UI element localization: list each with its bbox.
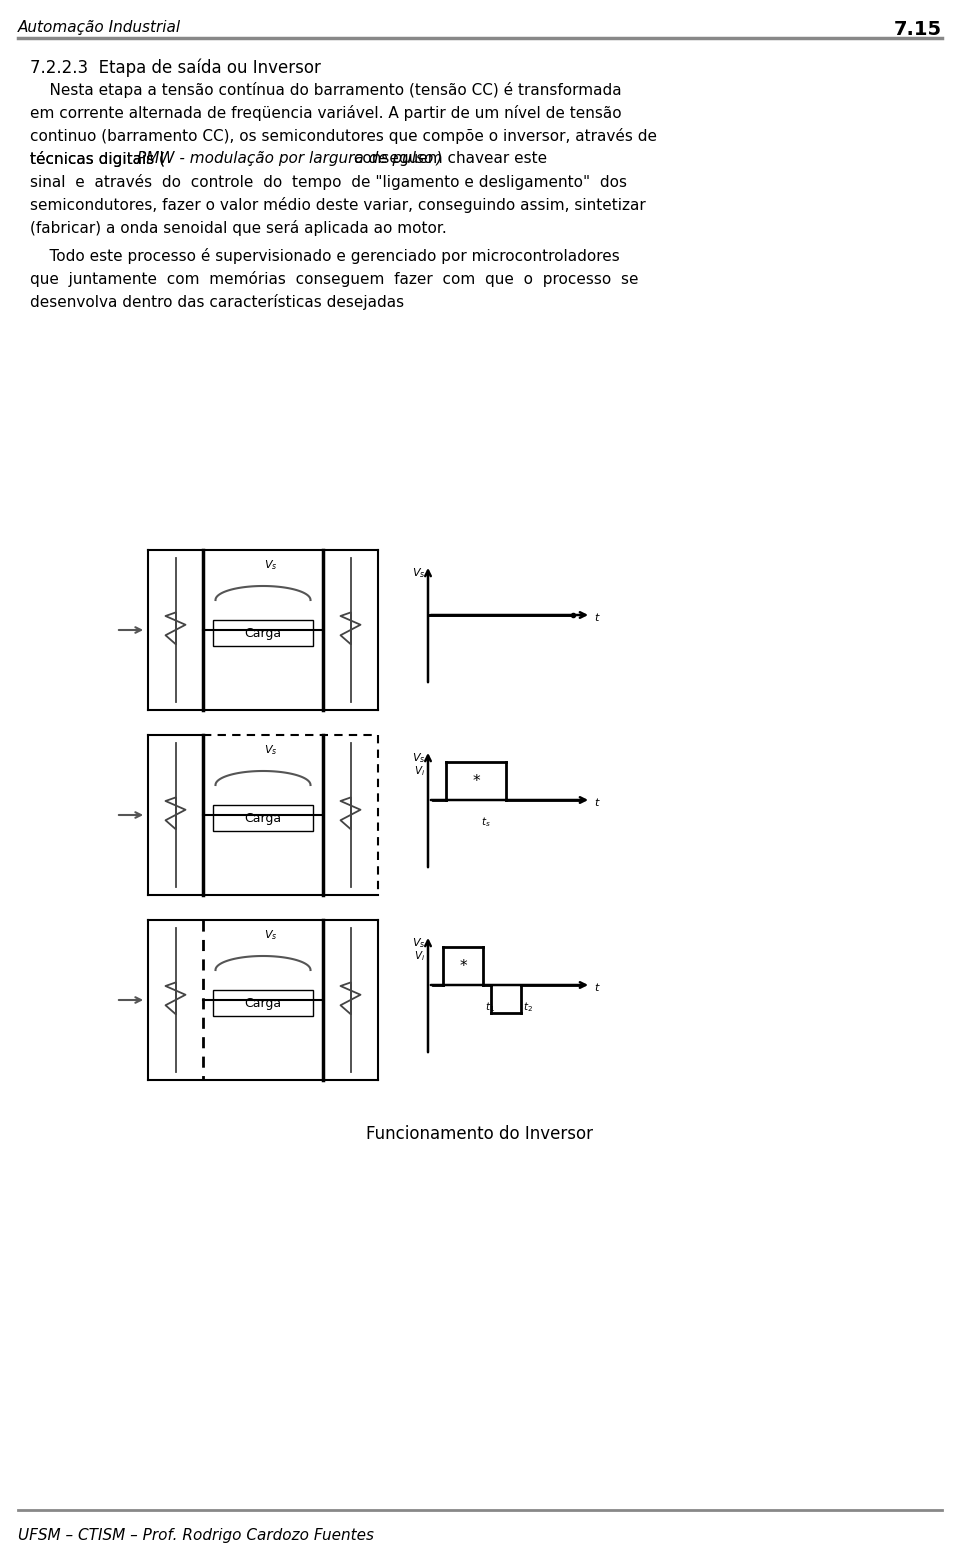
- Text: $t_s$: $t_s$: [481, 815, 491, 829]
- Text: UFSM – CTISM – Prof. Rodrigo Cardozo Fuentes: UFSM – CTISM – Prof. Rodrigo Cardozo Fue…: [18, 1528, 374, 1543]
- Text: continuo (barramento CC), os semicondutores que compõe o inversor, através de: continuo (barramento CC), os semiconduto…: [30, 128, 657, 143]
- Text: $V_s$: $V_s$: [264, 928, 277, 942]
- Text: $V_s$: $V_s$: [264, 558, 277, 572]
- Text: desenvolva dentro das características desejadas: desenvolva dentro das características de…: [30, 295, 404, 310]
- Text: $t_1$: $t_1$: [485, 999, 495, 1013]
- Bar: [213, 620, 313, 645]
- Bar: [213, 990, 313, 1016]
- Text: técnicas digitais (: técnicas digitais (: [30, 151, 165, 167]
- Text: $t$: $t$: [594, 797, 601, 808]
- Text: PMW - modulação por largura de pulso ): PMW - modulação por largura de pulso ): [134, 151, 443, 165]
- Text: que  juntamente  com  memórias  conseguem  fazer  com  que  o  processo  se: que juntamente com memórias conseguem fa…: [30, 271, 638, 287]
- Text: semicondutores, fazer o valor médio deste variar, conseguindo assim, sintetizar: semicondutores, fazer o valor médio dest…: [30, 196, 646, 214]
- Text: $V_s$: $V_s$: [412, 935, 425, 949]
- Text: conseguem chavear este: conseguem chavear este: [349, 151, 547, 165]
- Text: Funcionamento do Inversor: Funcionamento do Inversor: [367, 1126, 593, 1143]
- Text: $V_i$: $V_i$: [414, 949, 425, 963]
- Text: Todo este processo é supervisionado e gerenciado por microcontroladores: Todo este processo é supervisionado e ge…: [30, 248, 620, 263]
- Text: $V_s$: $V_s$: [412, 566, 425, 580]
- Text: sinal  e  através  do  controle  do  tempo  de "ligamento e desligamento"  dos: sinal e através do controle do tempo de …: [30, 175, 627, 190]
- Text: *: *: [459, 959, 467, 973]
- Text: Carga: Carga: [245, 812, 281, 825]
- Text: Carga: Carga: [245, 996, 281, 1010]
- Text: $t_2$: $t_2$: [523, 999, 533, 1013]
- Text: *: *: [472, 773, 480, 789]
- Text: $V_s$: $V_s$: [412, 751, 425, 765]
- Text: Carga: Carga: [245, 627, 281, 639]
- Text: 7.2.2.3  Etapa de saída ou Inversor: 7.2.2.3 Etapa de saída ou Inversor: [30, 58, 321, 76]
- Text: $t$: $t$: [594, 611, 601, 624]
- Text: (fabricar) a onda senoidal que será aplicada ao motor.: (fabricar) a onda senoidal que será apli…: [30, 220, 446, 235]
- Text: em corrente alternada de freqüencia variável. A partir de um nível de tensão: em corrente alternada de freqüencia vari…: [30, 104, 622, 122]
- Text: $t$: $t$: [594, 981, 601, 993]
- Text: $V_i$: $V_i$: [414, 764, 425, 778]
- Text: 7.15: 7.15: [894, 20, 942, 39]
- Text: Nesta etapa a tensão contínua do barramento (tensão CC) é transformada: Nesta etapa a tensão contínua do barrame…: [30, 83, 622, 98]
- Text: $V_s$: $V_s$: [264, 744, 277, 758]
- Text: técnicas digitais (: técnicas digitais (: [30, 151, 165, 167]
- Bar: [213, 804, 313, 831]
- Text: Automação Industrial: Automação Industrial: [18, 20, 181, 34]
